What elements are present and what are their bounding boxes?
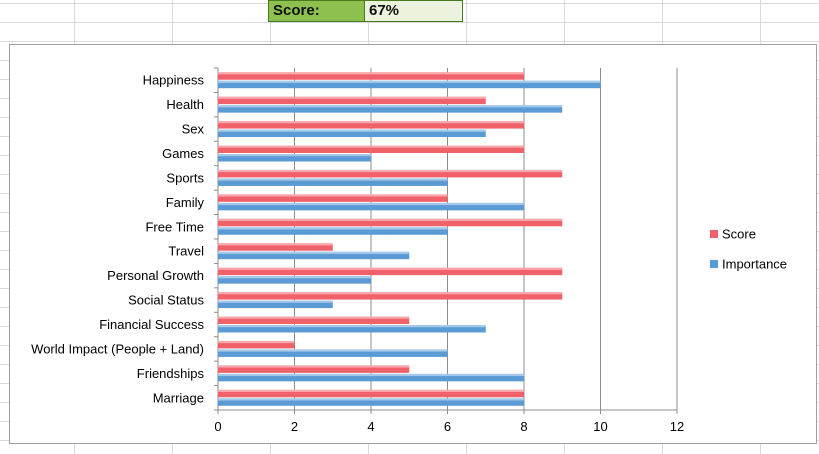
category-label: Happiness	[143, 73, 205, 88]
importance-bar-highlight	[218, 202, 524, 206]
importance-bar	[218, 349, 448, 357]
score-bar	[218, 169, 563, 178]
category-label: Financial Success	[99, 317, 204, 332]
importance-bar	[218, 373, 524, 382]
x-tick-label-10: 10	[593, 419, 607, 434]
score-bar	[218, 72, 524, 80]
importance-bar	[218, 202, 524, 211]
importance-bar	[218, 178, 448, 186]
score-bar	[218, 389, 524, 398]
importance-bar	[218, 129, 486, 138]
score-bar-highlight	[218, 194, 448, 197]
score-bar-highlight	[218, 121, 524, 124]
importance-bar-highlight	[218, 373, 524, 377]
score-bar	[218, 365, 410, 373]
x-tick-label-12: 12	[670, 419, 684, 434]
importance-bar	[218, 300, 333, 309]
score-bar-highlight	[218, 340, 295, 344]
score-value-cell[interactable]: 67%	[365, 0, 463, 22]
legend-swatch-score	[710, 230, 718, 238]
score-bar	[218, 121, 524, 129]
importance-bar-highlight	[218, 154, 371, 157]
importance-bar	[218, 227, 448, 235]
importance-bar-highlight	[218, 178, 448, 181]
score-bar	[218, 340, 295, 349]
score-bar-highlight	[218, 389, 524, 392]
score-row: Score: 67%	[268, 0, 463, 22]
category-label: World Impact (People + Land)	[31, 341, 204, 356]
score-bar-highlight	[218, 243, 333, 246]
importance-bar-highlight	[218, 251, 410, 254]
x-tick-label-0: 0	[214, 419, 221, 434]
score-bar	[218, 267, 563, 276]
category-label: Free Time	[145, 219, 204, 234]
score-bar-highlight	[218, 218, 563, 221]
importance-bar-highlight	[218, 276, 371, 279]
x-tick-label-2: 2	[291, 419, 298, 434]
score-bar-highlight	[218, 365, 410, 368]
category-label: Marriage	[153, 390, 204, 405]
legend-label-score: Score	[722, 227, 756, 242]
score-label-cell[interactable]: Score:	[268, 0, 365, 22]
score-bar-highlight	[218, 72, 524, 75]
importance-bar-highlight	[218, 325, 486, 328]
importance-bar	[218, 154, 371, 162]
score-bar-highlight	[218, 96, 486, 99]
importance-bar	[218, 276, 371, 284]
importance-bar	[218, 325, 486, 333]
importance-bar-highlight	[218, 349, 448, 352]
importance-bar	[218, 398, 524, 406]
importance-bar-highlight	[218, 129, 486, 132]
category-label: Friendships	[137, 366, 205, 381]
importance-bar-highlight	[218, 300, 333, 303]
importance-bar-highlight	[218, 398, 524, 401]
bar-chart: 0 2 4 6 8 10 12 Happiness Health Sex Games Sports Fa…	[31, 67, 787, 434]
score-bar-highlight	[218, 267, 563, 270]
score-bar-highlight	[218, 169, 563, 173]
score-bar-highlight	[218, 316, 410, 319]
chart-container[interactable]: 0 2 4 6 8 10 12 Happiness Health Sex Games Sports Fa…	[9, 44, 817, 444]
category-label: Sports	[166, 170, 204, 185]
category-label: Games	[162, 146, 204, 161]
score-bar	[218, 96, 486, 105]
category-label: Family	[166, 195, 205, 210]
x-tick-label-8: 8	[520, 419, 527, 434]
x-tick-label-6: 6	[444, 419, 451, 434]
score-bar	[218, 243, 333, 251]
score-bar-highlight	[218, 292, 563, 295]
category-label: Sex	[182, 122, 205, 137]
category-label: Social Status	[128, 293, 204, 308]
score-bar	[218, 194, 448, 202]
importance-bar-highlight	[218, 105, 563, 108]
category-label: Health	[166, 97, 204, 112]
legend-swatch-importance	[710, 260, 718, 268]
x-tick-label-4: 4	[367, 419, 374, 434]
importance-bar-highlight	[218, 80, 601, 83]
score-bar-highlight	[218, 145, 524, 148]
score-bar	[218, 292, 563, 300]
category-label: Travel	[168, 244, 204, 259]
importance-bar	[218, 80, 601, 89]
score-bar	[218, 316, 410, 324]
score-bar	[218, 145, 524, 153]
importance-bar	[218, 105, 563, 113]
importance-bar	[218, 251, 410, 260]
legend-label-importance: Importance	[722, 257, 787, 272]
category-label: Personal Growth	[107, 268, 204, 283]
importance-bar-highlight	[218, 227, 448, 230]
score-bar	[218, 218, 563, 227]
